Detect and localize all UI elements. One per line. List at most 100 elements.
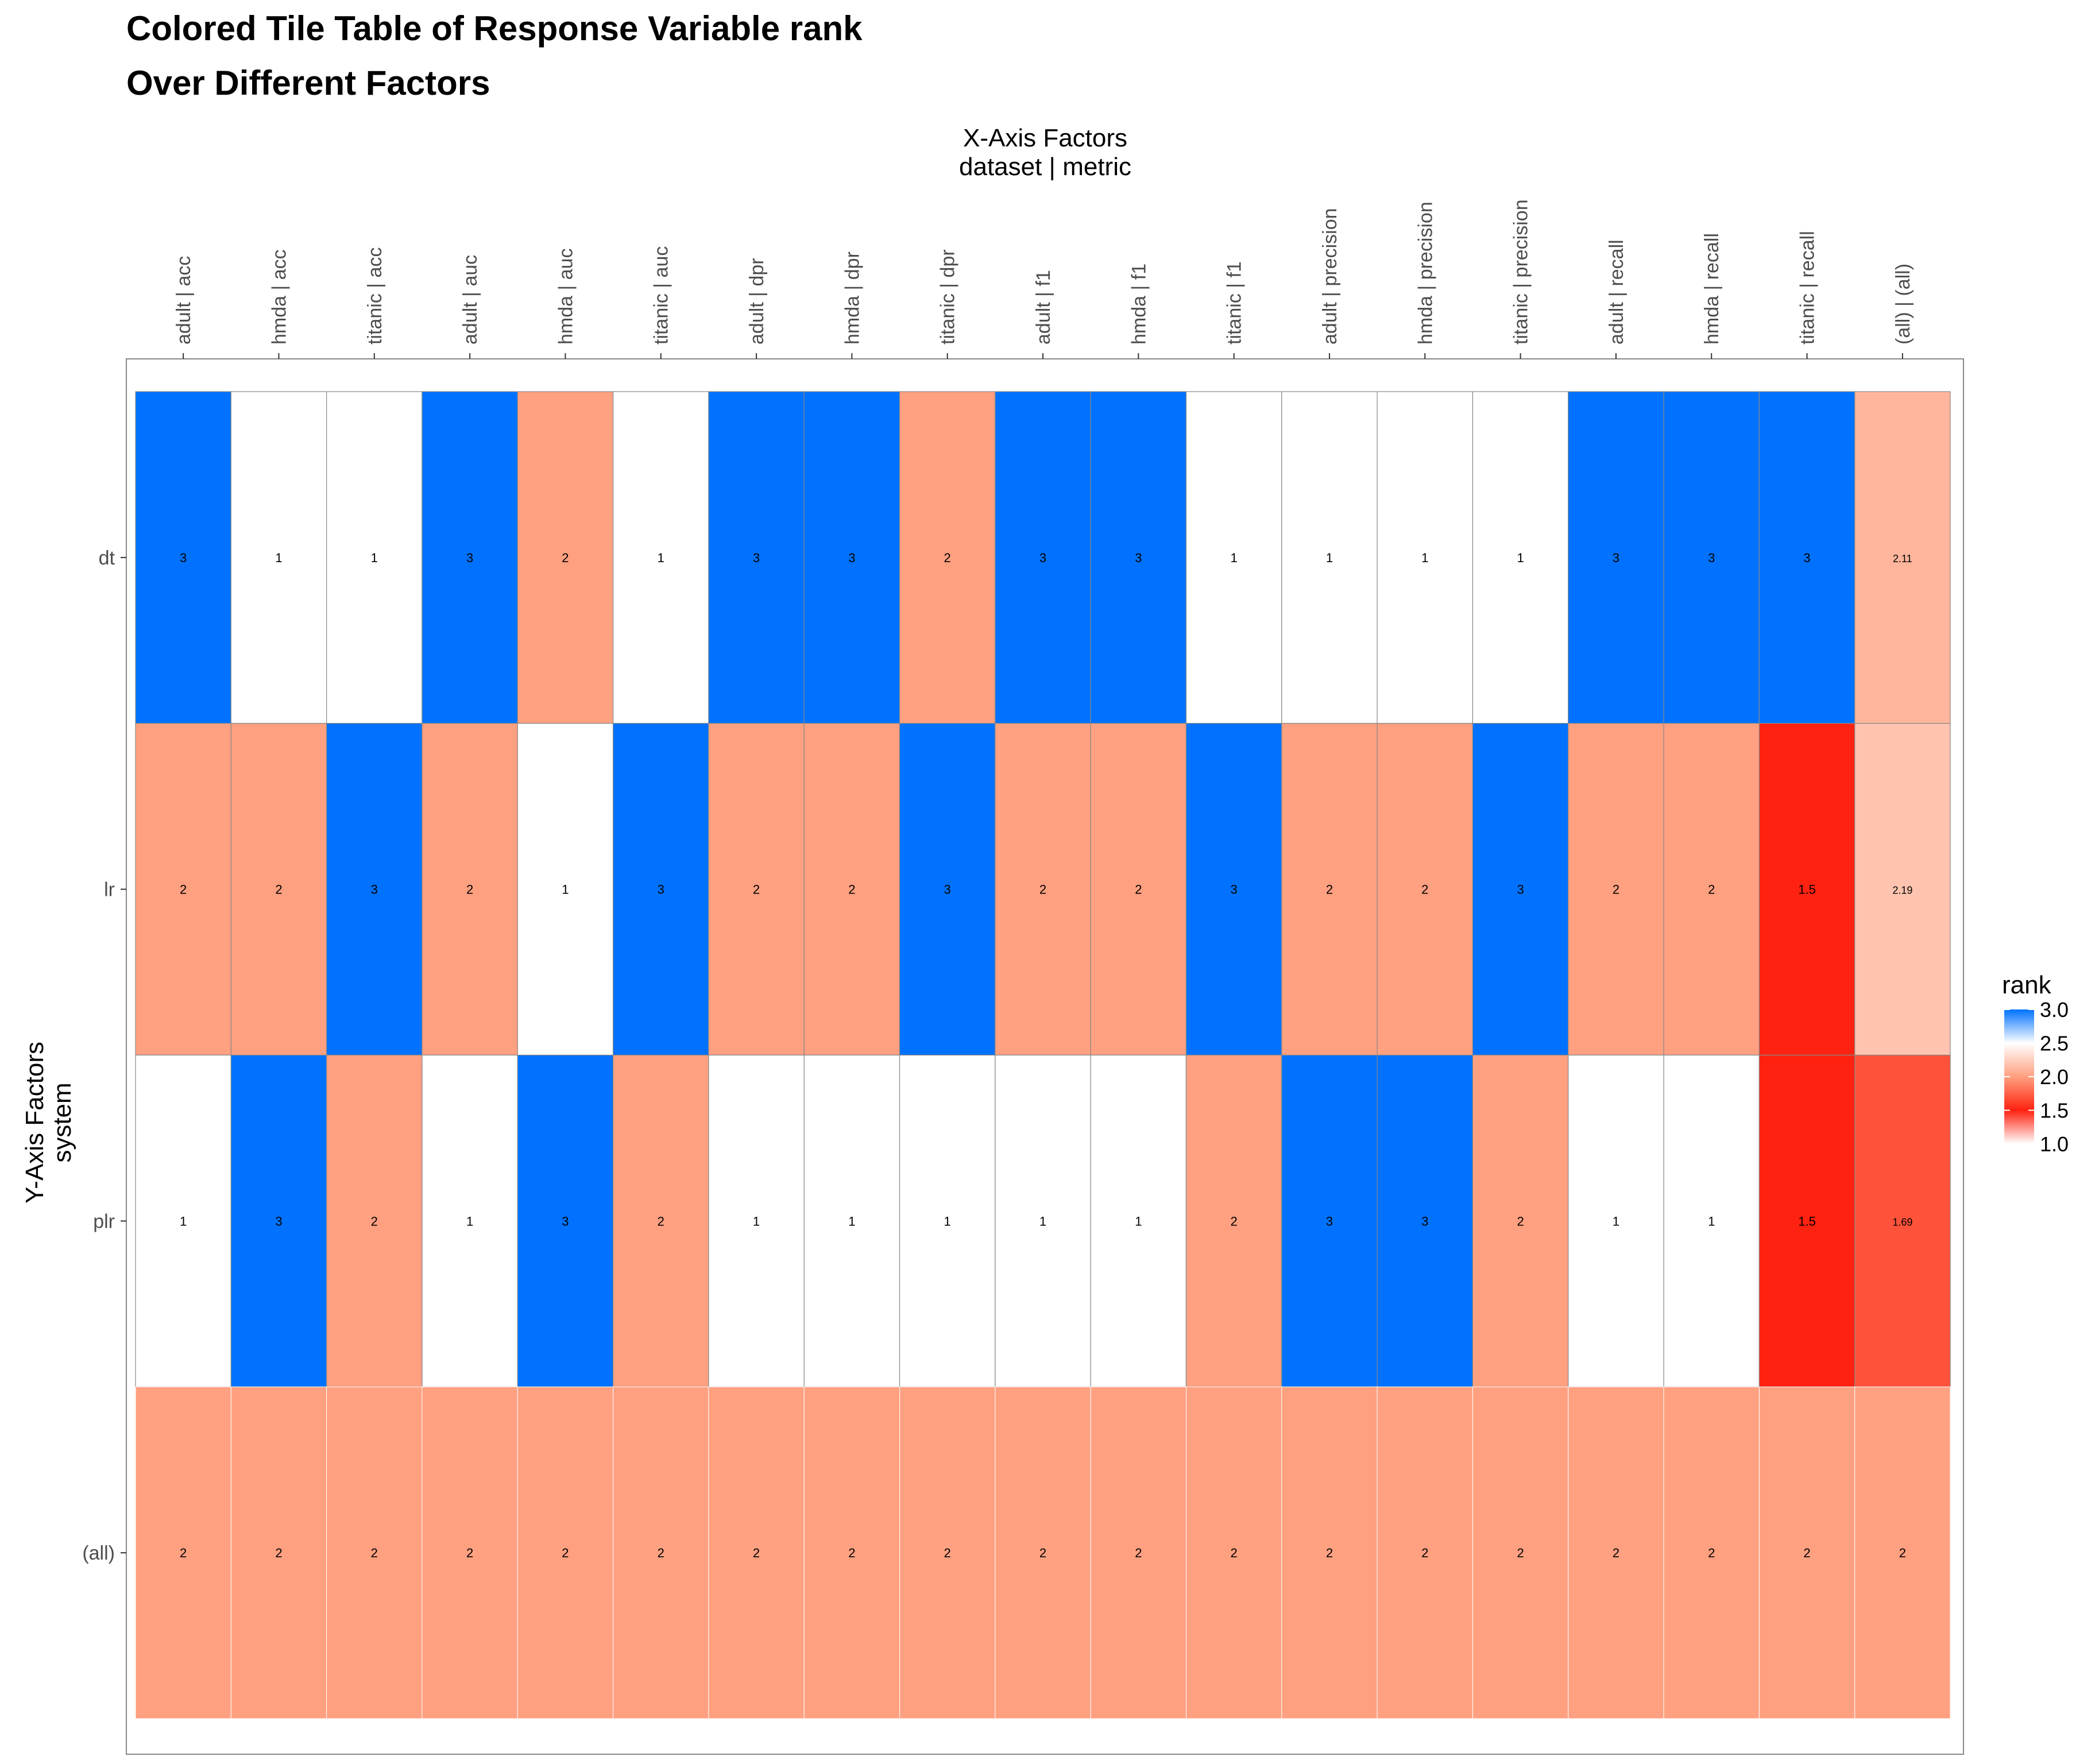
tile-value-label: 3	[562, 1214, 569, 1228]
x-tick-label: titanic | auc	[651, 246, 672, 345]
heatmap-tile	[995, 723, 1091, 1056]
tile-value-label: 1	[1135, 1214, 1142, 1228]
x-tick-label: adult | dpr	[746, 258, 768, 345]
heatmap-tile	[422, 391, 518, 724]
tile-value-label: 1	[1613, 1214, 1619, 1228]
tile-value-label: 3	[180, 551, 187, 565]
tile-value-label: 2	[1135, 883, 1142, 897]
heatmap-tile	[1281, 391, 1378, 724]
legend-labels: 3.0 2.5 2.0 1.5 1.0	[2004, 998, 2069, 1156]
tile-value-label: 3	[658, 883, 664, 897]
tile-value-label: 3	[1135, 551, 1142, 565]
heatmap-tile	[1185, 1054, 1282, 1387]
heatmap-tile	[1663, 723, 1760, 1056]
tile-value-label: 2	[1708, 1546, 1715, 1560]
tile-value-label: 2.19	[1892, 885, 1912, 896]
x-tick-label: titanic | recall	[1797, 231, 1819, 345]
heatmap-tile	[326, 723, 423, 1056]
x-tick-label: titanic | precision	[1510, 199, 1532, 345]
heatmap-tile	[326, 1054, 423, 1387]
heatmap-tile	[1472, 391, 1569, 724]
x-tick-label: titanic | dpr	[937, 249, 959, 345]
heatmap-tile	[612, 723, 709, 1056]
tile-value-label: 1	[1231, 551, 1238, 565]
heatmap-tile	[1663, 391, 1760, 724]
chart-title: Colored Tile Table of Response Variable …	[126, 9, 863, 102]
heatmap-tile	[1568, 723, 1664, 1056]
tile-value-label: 2	[753, 883, 760, 897]
tile-value-label: 2	[944, 1546, 951, 1560]
heatmap-tile	[995, 1386, 1091, 1719]
heatmap-tile	[1472, 1386, 1569, 1719]
heatmap-tile	[230, 391, 327, 724]
heatmap-tile	[803, 1386, 900, 1719]
tile-value-label: 2	[371, 1546, 378, 1560]
tile-value-label: 3	[944, 883, 951, 897]
x-tick-label: adult | recall	[1606, 239, 1628, 345]
heatmap-tile	[1281, 1386, 1378, 1719]
heatmap-tile	[708, 391, 805, 724]
tile-value-label: 2	[1517, 1546, 1524, 1560]
heatmap-tile	[1185, 723, 1282, 1056]
heatmap-tile	[995, 1054, 1091, 1387]
heatmap-tile	[326, 1386, 423, 1719]
x-axis-ticks: adult | acc hmda | acc titanic | acc adult …	[173, 199, 1914, 359]
heatmap-tile	[135, 723, 231, 1056]
tile-value-label: 3	[275, 1214, 282, 1228]
tile-value-label: 2	[848, 883, 855, 897]
tile-value-label: 2	[1326, 883, 1333, 897]
x-tick-label: titanic | f1	[1224, 261, 1246, 345]
legend: rank 3.0 2.5 2.0 1.5 1.0	[2002, 971, 2069, 1156]
tile-value-label: 3	[1421, 1214, 1428, 1228]
x-axis-title-line-2: dataset | metric	[959, 153, 1131, 181]
heatmap-tile	[135, 1386, 231, 1719]
y-tick-label: plr	[93, 1210, 115, 1232]
tile-value-label: 2	[1231, 1546, 1238, 1560]
heatmap-tile	[1568, 1386, 1664, 1719]
heatmap-tile	[1854, 723, 1951, 1056]
x-tick-label: adult | acc	[173, 256, 195, 345]
tile-value-label: 2	[371, 1214, 378, 1228]
tile-value-label: 1	[753, 1214, 760, 1228]
tile-value-label: 1	[1421, 551, 1428, 565]
heatmap-tile	[612, 1054, 709, 1387]
legend-label: 3.0	[2040, 998, 2069, 1022]
y-tick-label: dt	[99, 547, 115, 569]
tile-value-label: 2	[944, 551, 951, 565]
heatmap-tile	[1377, 391, 1474, 724]
heatmap-tile	[613, 1386, 709, 1719]
tile-value-label: 1	[275, 551, 282, 565]
tile-value-label: 2	[848, 1546, 855, 1560]
heatmap-tile	[803, 723, 900, 1056]
tile-value-label: 2.11	[1893, 553, 1912, 564]
tile-value-label: 2	[1899, 1546, 1906, 1560]
tile-value-label: 2	[658, 1214, 664, 1228]
heatmap-tile	[1663, 1054, 1760, 1387]
y-axis-title: Y-Axis Factors system	[21, 1042, 76, 1204]
tile-value-label: 2	[275, 1546, 282, 1560]
tile-value-label: 2	[1421, 1546, 1428, 1560]
tile-value-label: 2	[466, 883, 473, 897]
heatmap-tile	[517, 1386, 614, 1719]
tile-value-label: 2	[1803, 1546, 1810, 1560]
heatmap-tile	[135, 1054, 231, 1387]
tile-value-label: 2	[466, 1546, 473, 1560]
tile-value-label: 1	[848, 1214, 855, 1228]
legend-label: 1.5	[2040, 1099, 2069, 1123]
heatmap-tile	[422, 723, 518, 1056]
tile-value-label: 1.5	[1798, 883, 1816, 897]
legend-label: 1.0	[2040, 1132, 2069, 1156]
heatmap-tile	[1758, 1386, 1856, 1719]
tile-value-label: 2	[1135, 1546, 1142, 1560]
tile-value-label: 2	[1421, 883, 1428, 897]
heatmap-tile	[708, 1386, 805, 1719]
heatmap-tile	[1281, 723, 1378, 1056]
tile-value-label: 1	[1517, 551, 1524, 565]
heatmap-tile	[708, 1054, 805, 1387]
tile-value-label: 3	[1326, 1214, 1333, 1228]
y-tick-label: lr	[104, 879, 115, 901]
tile-value-label: 1	[944, 1214, 951, 1228]
heatmap-tile	[899, 1386, 996, 1719]
y-tick-label: (all)	[82, 1542, 115, 1564]
heatmap-tile	[1090, 723, 1187, 1056]
